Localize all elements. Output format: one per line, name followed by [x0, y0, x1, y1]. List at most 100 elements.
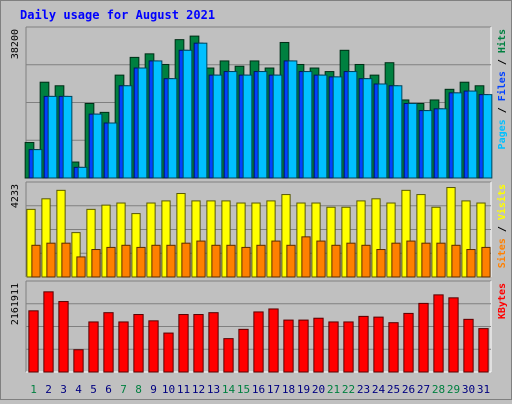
bar-pages-day-30: [467, 90, 478, 179]
bar-kbytes-day-31: [478, 328, 489, 373]
bar-pages-day-23: [362, 78, 373, 179]
x-tick-label-day-29: 29: [447, 383, 460, 396]
x-tick-label-day-15: 15: [237, 383, 250, 396]
bar-sites-day-22: [346, 242, 356, 278]
bar-pages-day-13: [212, 74, 223, 179]
bar-visits-day-6: [101, 204, 111, 278]
bar-kbytes-day-3: [58, 301, 69, 373]
bar-visits-day-25: [386, 202, 396, 278]
bar-visits-day-22: [341, 206, 351, 278]
x-tick-label-day-24: 24: [372, 383, 386, 396]
bar-pages-day-28: [437, 108, 448, 179]
bar-visits-day-26: [401, 189, 411, 278]
legend-part: Pages: [497, 119, 508, 149]
bar-pages-day-8: [137, 67, 148, 179]
x-tick-label-day-19: 19: [297, 383, 310, 396]
x-tick-label-day-4: 4: [75, 383, 82, 396]
bar-visits-day-27: [416, 194, 426, 278]
bar-kbytes-day-16: [253, 311, 264, 373]
legend-part: /: [497, 220, 508, 238]
bar-sites-day-17: [271, 240, 281, 278]
bar-pages-day-27: [422, 110, 433, 179]
bar-visits-day-30: [461, 200, 471, 278]
bar-kbytes-day-5: [88, 321, 99, 373]
chart-title: Daily usage for August 2021: [20, 8, 215, 22]
bar-kbytes-day-4: [73, 349, 84, 373]
bar-sites-day-18: [286, 244, 296, 278]
bar-visits-day-4: [71, 232, 81, 278]
x-tick-label-day-30: 30: [462, 383, 475, 396]
bar-kbytes-day-12: [193, 314, 204, 373]
bar-sites-day-31: [481, 246, 491, 278]
bar-sites-day-6: [106, 246, 116, 278]
bar-visits-day-31: [476, 202, 486, 278]
bar-kbytes-day-29: [448, 297, 459, 373]
bar-pages-day-20: [317, 74, 328, 179]
bar-kbytes-day-23: [358, 315, 369, 373]
bar-pages-day-29: [452, 92, 463, 179]
bar-pages-day-26: [407, 103, 418, 179]
panel-max-label: 4233: [10, 184, 21, 208]
bar-pages-day-15: [242, 74, 253, 179]
bar-sites-day-2: [46, 242, 56, 278]
bar-sites-day-15: [241, 246, 251, 278]
bar-kbytes-day-19: [298, 319, 309, 373]
bar-pages-day-3: [62, 95, 73, 179]
bar-sites-day-13: [211, 244, 221, 278]
bar-sites-day-27: [421, 242, 431, 278]
bar-sites-day-21: [331, 244, 341, 278]
x-tick-label-day-27: 27: [417, 383, 430, 396]
bar-sites-day-3: [61, 242, 71, 278]
legend-part: Visits: [496, 184, 508, 220]
x-tick-label-day-6: 6: [105, 383, 112, 396]
x-tick-label-day-12: 12: [192, 383, 205, 396]
bar-visits-day-10: [161, 200, 171, 278]
bar-kbytes-day-7: [118, 321, 129, 373]
bar-visits-day-14: [221, 200, 231, 278]
x-tick-label-day-5: 5: [90, 383, 97, 396]
bar-kbytes-day-8: [133, 314, 144, 373]
x-tick-label-day-20: 20: [312, 383, 325, 396]
bar-pages-day-31: [482, 94, 493, 179]
x-tick-label-day-2: 2: [45, 383, 52, 396]
x-tick-label-day-17: 17: [267, 383, 280, 396]
bar-sites-day-16: [256, 244, 266, 278]
bar-kbytes-day-22: [343, 321, 354, 373]
bar-pages-day-5: [92, 113, 103, 179]
bar-pages-day-17: [272, 74, 283, 179]
legend-part: Files: [496, 71, 508, 101]
bar-sites-day-11: [181, 242, 191, 278]
x-tick-label-day-10: 10: [162, 383, 175, 396]
bar-pages-day-7: [122, 85, 133, 179]
panel-max-label: 2161911: [10, 283, 21, 325]
panel-kbytes: 2161911 KBytes: [10, 280, 508, 373]
bar-sites-day-28: [436, 242, 446, 278]
bar-visits-day-20: [311, 202, 321, 278]
bar-sites-day-20: [316, 240, 326, 278]
bar-visits-day-1: [26, 208, 36, 278]
bar-kbytes-day-28: [433, 294, 444, 373]
bar-visits-day-15: [236, 202, 246, 278]
bar-sites-day-10: [166, 244, 176, 278]
bar-visits-day-8: [131, 213, 141, 278]
bar-kbytes-day-30: [463, 318, 474, 373]
bar-kbytes-day-25: [388, 322, 399, 373]
bar-kbytes-day-27: [418, 302, 429, 373]
bar-pages-day-22: [347, 71, 358, 179]
x-tick-label-day-8: 8: [135, 383, 142, 396]
bar-visits-day-2: [41, 198, 51, 278]
x-tick-label-day-25: 25: [387, 383, 400, 396]
legend-part: /: [497, 53, 508, 71]
bar-visits-day-18: [281, 194, 291, 278]
bar-kbytes-day-17: [268, 308, 279, 373]
bar-visits-day-28: [431, 206, 441, 278]
bar-pages-day-11: [182, 49, 193, 179]
bar-sites-day-9: [151, 244, 161, 278]
bar-sites-day-23: [361, 244, 371, 278]
x-tick-label-day-18: 18: [282, 383, 295, 396]
x-tick-label-day-28: 28: [432, 383, 445, 396]
bar-sites-day-7: [121, 244, 131, 278]
bar-pages-day-16: [257, 71, 268, 179]
bar-pages-day-9: [152, 60, 163, 179]
bar-pages-day-1: [32, 149, 43, 179]
